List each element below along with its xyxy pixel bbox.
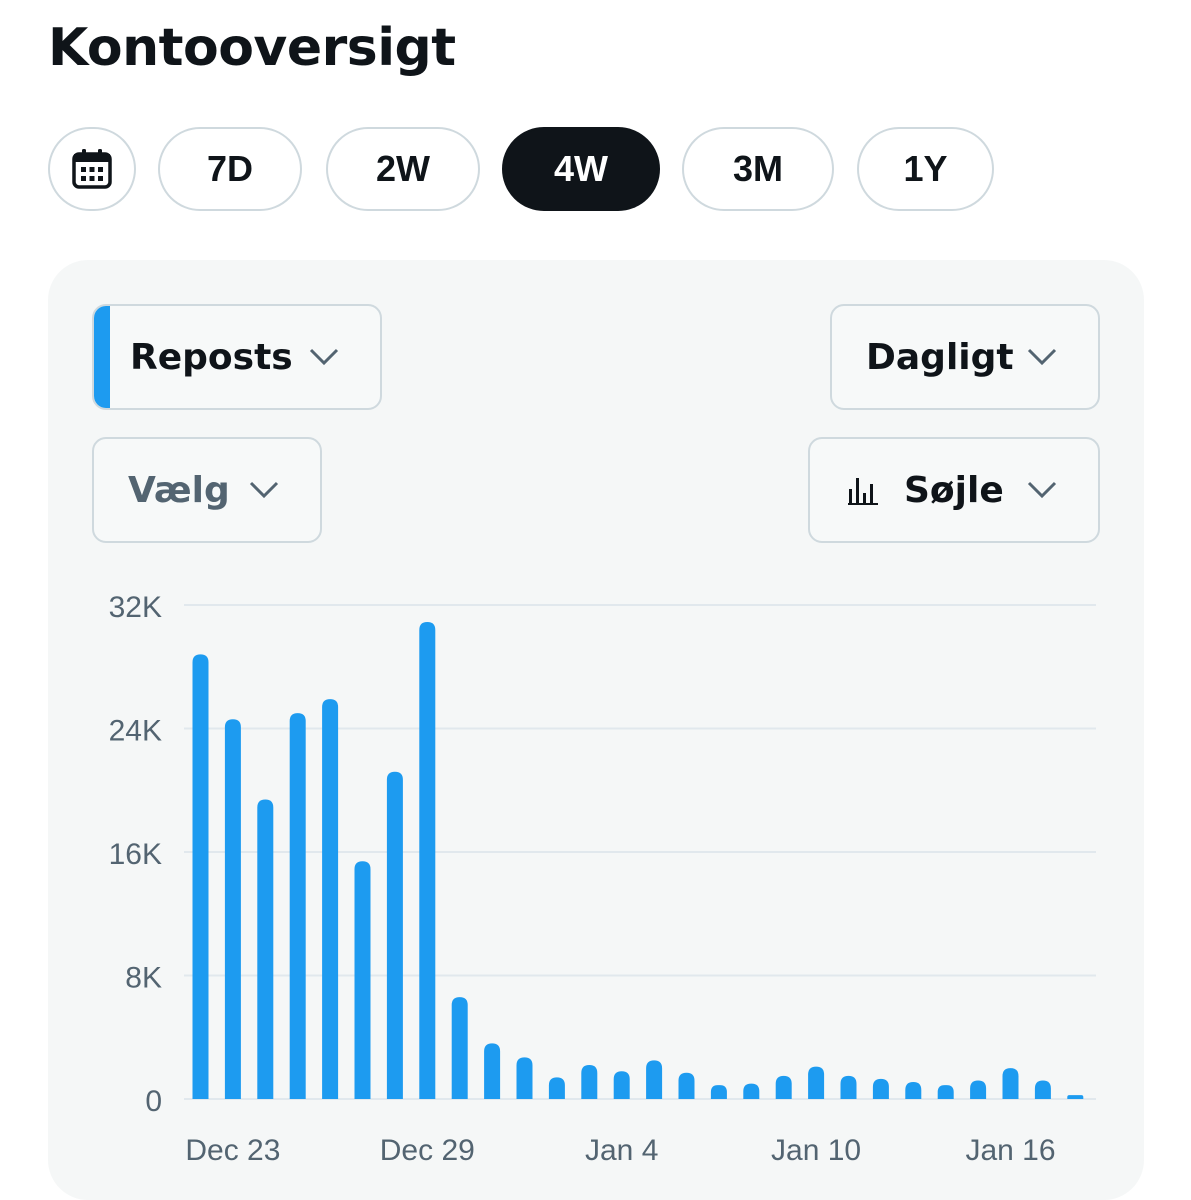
bar[interactable] [419,621,436,1099]
y-tick-label: 0 [145,1085,162,1118]
bar[interactable] [322,699,339,1099]
bar[interactable] [192,654,209,1099]
calendar-icon [72,149,112,189]
bar[interactable] [775,1075,792,1099]
x-tick-label: Jan 16 [965,1134,1055,1167]
range-7d-button[interactable]: 7D [158,127,302,211]
bar[interactable] [872,1078,889,1099]
bar[interactable] [808,1066,825,1099]
bar[interactable] [516,1057,533,1099]
metric-dropdown[interactable]: Reposts [92,304,382,410]
range-3m-button[interactable]: 3M [682,127,834,211]
analytics-panel: Reposts Dagligt Vælg Søjle 0 8K 16K 24K 32K D… [48,260,1144,1200]
bar[interactable] [1067,1095,1084,1099]
bar[interactable] [1002,1068,1019,1099]
chevron-down-icon [309,348,339,366]
bar[interactable] [743,1083,760,1099]
interval-dropdown[interactable]: Dagligt [830,304,1100,410]
bar[interactable] [548,1077,565,1099]
range-1y-button[interactable]: 1Y [857,127,994,211]
reposts-bar-chart: 0 8K 16K 24K 32K Dec 23 Dec 29 Jan 4 Jan 10 Jan 1… [109,591,1096,1167]
chevron-down-icon [1027,348,1057,366]
bar-chart-icon [848,478,878,505]
chevron-down-icon [249,481,279,499]
bar[interactable] [1034,1080,1051,1099]
compare-dropdown[interactable]: Vælg [92,437,322,543]
page-title: Kontooversigt [48,18,456,78]
bar[interactable] [937,1085,954,1099]
x-tick-label: Dec 29 [380,1134,475,1167]
y-tick-label: 8K [125,962,162,995]
bar[interactable] [678,1072,695,1099]
x-tick-label: Jan 4 [585,1134,658,1167]
bar[interactable] [970,1080,987,1099]
bar[interactable] [289,713,306,1099]
y-tick-label: 24K [109,715,162,748]
range-2w-button[interactable]: 2W [326,127,480,211]
bar[interactable] [484,1043,501,1099]
bar[interactable] [581,1065,598,1099]
bar[interactable] [710,1085,727,1099]
bar[interactable] [386,771,403,1099]
y-tick-label: 32K [109,591,162,624]
chevron-down-icon [1027,481,1057,499]
chart-type-dropdown[interactable]: Søjle [808,437,1100,543]
metric-label: Reposts [130,336,293,378]
bar[interactable] [905,1082,922,1099]
calendar-button[interactable] [48,127,136,211]
bar[interactable] [354,861,371,1099]
metric-color-indicator [94,306,110,408]
chart-type-label: Søjle [904,469,1004,511]
x-tick-label: Dec 23 [185,1134,280,1167]
bar[interactable] [613,1071,630,1099]
bar[interactable] [646,1060,663,1099]
bar[interactable] [257,799,274,1099]
bar[interactable] [224,719,241,1099]
bar[interactable] [840,1075,857,1099]
compare-label: Vælg [128,469,230,511]
y-tick-label: 16K [109,838,162,871]
x-tick-label: Jan 10 [771,1134,861,1167]
interval-label: Dagligt [866,336,1014,378]
bar[interactable] [451,997,468,1099]
range-4w-button[interactable]: 4W [502,127,660,211]
